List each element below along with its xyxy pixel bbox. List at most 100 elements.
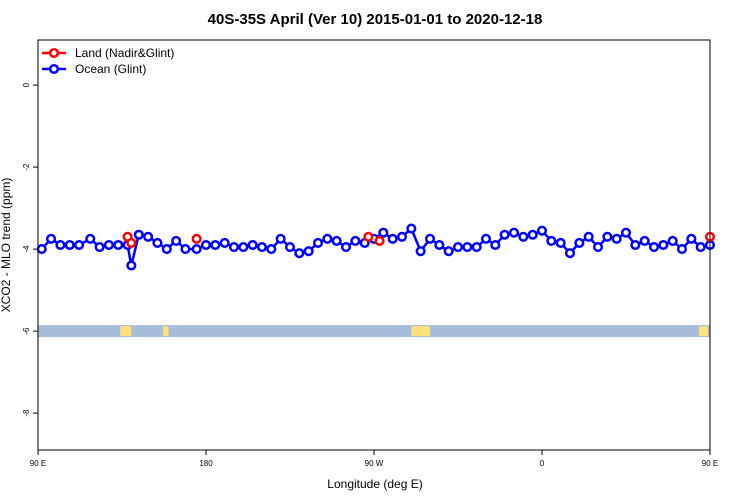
data-point-ocean-glint [247, 239, 258, 251]
data-point-ocean-glint [546, 235, 557, 246]
data-point-ocean-glint [592, 242, 604, 253]
x-tick-label: 90 W [365, 459, 384, 468]
data-point-land-nadir-glint [363, 231, 374, 242]
data-point-ocean-glint [180, 244, 191, 255]
legend-label-land-nadir-glint: Land (Nadir&Glint) [75, 46, 174, 60]
x-axis: 90 E 180 90 W 0 90 E [30, 450, 718, 468]
data-point-ocean-glint [574, 237, 585, 248]
legend-label-ocean-glint: Ocean (Glint) [75, 62, 146, 76]
x-axis-label: Longitude (deg E) [327, 477, 422, 491]
chart-title: 40S-35S April (Ver 10) 2015-01-01 to 202… [208, 11, 543, 28]
plot-frame [37, 39, 711, 451]
land-patch [698, 326, 709, 337]
data-point-ocean-glint [74, 239, 85, 251]
data-point-ocean-glint [113, 239, 124, 251]
data-point-ocean-glint [191, 244, 202, 255]
data-point-ocean-glint [85, 233, 96, 244]
data-point-ocean-glint [639, 235, 650, 246]
data-point-ocean-glint [452, 242, 464, 253]
data-point-ocean-glint [171, 235, 182, 246]
data-point-ocean-glint [648, 242, 660, 253]
data-point-ocean-glint [133, 229, 144, 240]
data-point-ocean-glint [378, 227, 389, 238]
data-point-ocean-glint [387, 233, 398, 244]
data-point-ocean-glint [303, 246, 314, 257]
data-point-ocean-glint [103, 239, 114, 251]
y-tick-label: -2 [22, 163, 31, 171]
data-point-ocean-glint [518, 231, 529, 242]
data-point-ocean-glint [210, 239, 221, 251]
data-point-ocean-glint [266, 244, 277, 255]
data-point-ocean-glint [424, 233, 436, 244]
land-sea-strip [38, 325, 710, 338]
data-point-ocean-glint [256, 242, 268, 253]
data-point-ocean-glint [55, 239, 66, 251]
data-point-ocean-glint [64, 239, 75, 251]
data-point-ocean-glint [686, 233, 697, 244]
y-tick-label: -8 [22, 409, 31, 417]
data-point-ocean-glint [36, 244, 47, 255]
data-point-ocean-glint [527, 229, 538, 240]
data-point-ocean-glint [555, 237, 566, 248]
data-point-ocean-glint [312, 237, 324, 248]
data-point-ocean-glint [602, 231, 613, 242]
data-point-ocean-glint [499, 229, 510, 240]
data-point-ocean-glint [200, 239, 212, 251]
land-patch [163, 326, 169, 337]
data-point-ocean-glint [564, 248, 576, 259]
x-tick-label: 0 [540, 459, 545, 468]
data-point-ocean-glint [630, 239, 641, 251]
data-point-ocean-glint [143, 231, 154, 242]
data-point-ocean-glint [658, 239, 669, 251]
data-point-ocean-glint [284, 242, 296, 253]
data-point-ocean-glint [443, 246, 454, 257]
data-point-ocean-glint [126, 260, 137, 271]
data-point-ocean-glint [667, 235, 678, 246]
data-point-ocean-glint [462, 242, 473, 253]
data-point-ocean-glint [695, 242, 706, 253]
legend: Land (Nadir&Glint) Ocean (Glint) [42, 46, 174, 76]
data-point-ocean-glint [322, 233, 333, 244]
y-tick-label: 0 [22, 82, 31, 87]
land-patch [411, 326, 430, 337]
data-point-ocean-glint [275, 233, 286, 244]
y-tick-label: -6 [22, 327, 31, 335]
y-tick-label: -4 [22, 245, 31, 253]
data-point-ocean-glint [46, 233, 57, 244]
data-point-ocean-glint [161, 244, 172, 255]
x-tick-label: 90 E [702, 459, 718, 468]
data-point-ocean-glint [536, 225, 548, 236]
data-point-ocean-glint [676, 244, 688, 255]
legend-marker-land-nadir-glint [48, 47, 60, 59]
data-point-ocean-glint [508, 227, 520, 238]
land-patch [120, 326, 132, 337]
data-point-ocean-glint [583, 231, 594, 242]
data-point-ocean-glint [350, 235, 361, 246]
data-point-land-nadir-glint [191, 233, 202, 244]
data-point-ocean-glint [219, 237, 230, 248]
data-point-ocean-glint [406, 223, 417, 234]
data-point-ocean-glint [490, 239, 501, 251]
data-point-ocean-glint [415, 246, 426, 257]
data-point-ocean-glint [238, 242, 249, 253]
data-point-ocean-glint [396, 231, 408, 242]
data-point-land-nadir-glint [126, 237, 137, 248]
data-point-ocean-glint [471, 242, 482, 253]
series-layer [36, 223, 716, 271]
legend-marker-ocean-glint [48, 63, 60, 75]
data-point-ocean-glint [620, 227, 632, 238]
ocean-strip [38, 325, 710, 338]
y-axis-label: XCO2 - MLO trend (ppm) [0, 178, 13, 313]
data-point-ocean-glint [480, 233, 492, 244]
data-point-ocean-glint [340, 242, 352, 253]
data-point-ocean-glint [152, 237, 163, 248]
data-point-ocean-glint [434, 239, 445, 251]
x-tick-label: 180 [199, 459, 213, 468]
data-point-ocean-glint [94, 242, 105, 253]
y-axis: 0 -2 -4 -6 -8 [22, 82, 38, 417]
data-point-ocean-glint [331, 235, 342, 246]
data-point-ocean-glint [611, 233, 622, 244]
data-point-ocean-glint [294, 248, 305, 259]
data-point-ocean-glint [228, 242, 240, 253]
